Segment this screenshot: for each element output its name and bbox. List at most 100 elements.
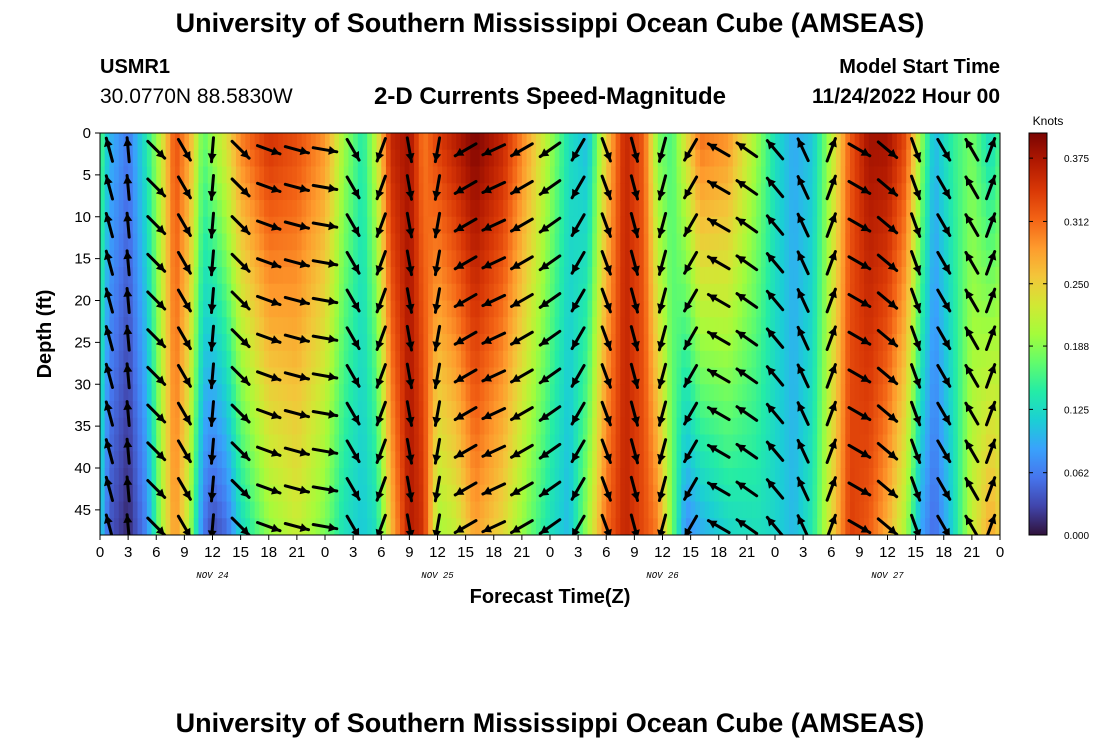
heatmap-cell xyxy=(231,501,237,519)
heatmap-cell xyxy=(156,468,162,486)
heatmap-cell xyxy=(390,183,396,201)
heatmap-cell xyxy=(850,334,856,352)
heatmap-cell xyxy=(934,216,940,235)
heatmap-cell xyxy=(690,384,696,402)
current-vector-arrow xyxy=(510,519,534,535)
heatmap-cell xyxy=(282,501,289,519)
heatmap-cell xyxy=(887,133,893,151)
current-vector-arrow xyxy=(405,475,415,503)
heatmap-cell xyxy=(479,267,485,285)
heatmap-cell xyxy=(643,434,650,452)
heatmap-cell xyxy=(587,317,593,335)
current-vector-arrow xyxy=(683,439,699,464)
heatmap-cell xyxy=(592,451,598,469)
heatmap-cell xyxy=(128,267,134,285)
heatmap-cell xyxy=(962,166,968,184)
heatmap-cell xyxy=(737,267,743,285)
current-vector-arrow xyxy=(453,255,478,271)
heatmap-cell xyxy=(325,250,331,268)
heatmap-cell xyxy=(690,216,696,235)
heatmap-cell xyxy=(273,417,279,436)
heatmap-cell xyxy=(165,518,171,535)
heatmap-cell xyxy=(625,334,631,352)
current-vector-arrow xyxy=(765,440,785,462)
heatmap-cell xyxy=(892,267,898,285)
heatmap-cell xyxy=(193,350,200,369)
heatmap-cell xyxy=(671,468,678,486)
heatmap-cell xyxy=(287,183,293,201)
heatmap-cell xyxy=(348,133,354,151)
heatmap-cell xyxy=(770,384,776,402)
heatmap-cell xyxy=(343,233,350,251)
heatmap-cell xyxy=(165,216,171,235)
heatmap-cell xyxy=(812,317,818,335)
heatmap-cell xyxy=(470,384,476,402)
heatmap-cell xyxy=(742,233,748,251)
heatmap-cell xyxy=(132,283,139,302)
heatmap-cell xyxy=(292,166,298,184)
current-vector-arrow xyxy=(207,174,217,201)
heatmap-cell xyxy=(451,133,457,151)
heatmap-cell xyxy=(231,267,237,285)
heatmap-cell xyxy=(798,417,804,436)
heatmap-cell xyxy=(610,334,617,352)
heatmap-cell xyxy=(882,233,889,251)
heatmap-cell xyxy=(329,183,335,201)
heatmap-cell xyxy=(671,434,678,452)
heatmap-cell xyxy=(882,367,889,385)
heatmap-cell xyxy=(545,350,551,369)
heatmap-cell xyxy=(517,501,523,519)
heatmap-cell xyxy=(151,183,157,201)
heatmap-cell xyxy=(751,384,757,402)
heatmap-cell xyxy=(521,484,528,503)
heatmap-cell xyxy=(878,200,884,218)
heatmap-cell xyxy=(259,501,265,519)
heatmap-cell xyxy=(531,216,537,235)
heatmap-cell xyxy=(198,401,204,419)
heatmap-cell xyxy=(873,300,879,318)
heatmap-cell xyxy=(789,350,795,369)
heatmap-cell xyxy=(831,518,837,535)
heatmap-cell xyxy=(287,233,293,251)
heatmap-cell xyxy=(339,283,345,302)
heatmap-cell xyxy=(198,484,204,503)
heatmap-cell xyxy=(550,267,556,285)
heatmap-cell xyxy=(376,200,382,218)
heatmap-cell xyxy=(709,300,715,318)
heatmap-cell xyxy=(962,250,968,268)
heatmap-cell xyxy=(723,350,729,369)
heatmap-cell xyxy=(859,417,865,436)
current-vector-arrow xyxy=(847,368,872,384)
heatmap-cell xyxy=(985,350,992,369)
heatmap-cell xyxy=(967,350,973,369)
current-vector-arrow xyxy=(538,518,562,535)
heatmap-cell xyxy=(657,518,664,535)
heatmap-cell xyxy=(470,233,476,251)
heatmap-cell xyxy=(498,267,504,285)
heatmap-cell xyxy=(428,133,434,151)
heatmap-cell xyxy=(540,216,546,235)
heatmap-cell xyxy=(470,334,476,352)
heatmap-cell xyxy=(123,384,129,402)
heatmap-cell xyxy=(404,267,410,285)
heatmap-cell xyxy=(934,451,940,469)
heatmap-cell xyxy=(235,334,242,352)
heatmap-cell xyxy=(835,518,842,535)
heatmap-cell xyxy=(639,149,645,168)
heatmap-cell xyxy=(310,317,317,335)
heatmap-cell xyxy=(915,166,921,184)
heatmap-cell xyxy=(887,166,893,184)
heatmap-cell xyxy=(990,334,996,352)
heatmap-cell xyxy=(428,417,434,436)
heatmap-cell xyxy=(198,300,204,318)
current-vector-arrow xyxy=(735,254,759,272)
heatmap-cell xyxy=(821,300,828,318)
heatmap-cell xyxy=(896,350,903,369)
heatmap-cell xyxy=(264,384,270,402)
heatmap-cell xyxy=(803,283,809,302)
heatmap-cell xyxy=(334,518,340,535)
heatmap-cell xyxy=(957,317,964,335)
heatmap-cell xyxy=(920,417,926,436)
heatmap-cell xyxy=(442,434,448,452)
heatmap-cell xyxy=(798,166,804,184)
